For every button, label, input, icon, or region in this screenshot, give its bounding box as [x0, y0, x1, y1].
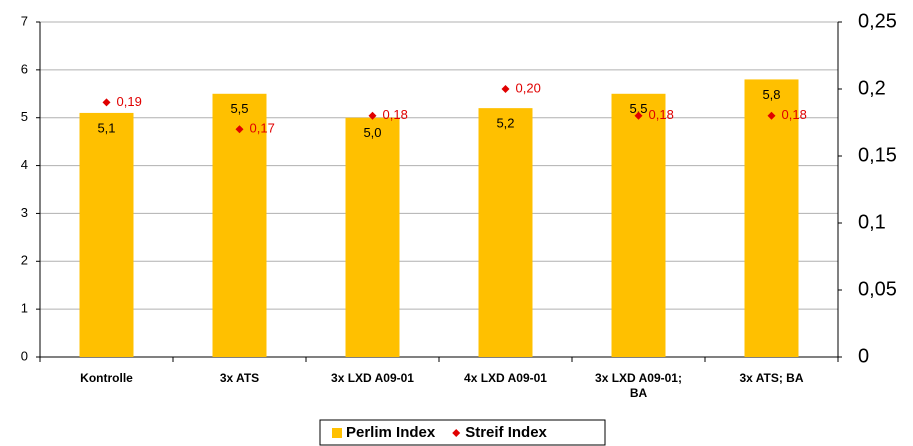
streif-marker [501, 85, 510, 93]
y2-tick-label: 0,25 [858, 10, 897, 32]
value-label: 5,2 [496, 116, 514, 131]
bar [744, 79, 799, 357]
legend-swatch [332, 428, 342, 438]
y2-tick-label: 0,1 [858, 211, 886, 233]
legend-swatch [452, 429, 461, 437]
y-tick-label: 7 [21, 13, 28, 28]
value-label: 0,19 [117, 94, 142, 109]
y-tick-label: 6 [21, 61, 28, 76]
streif-marker [102, 98, 111, 107]
bar [478, 108, 533, 358]
value-label: 5,5 [230, 101, 248, 116]
legend-label: Perlim Index [346, 424, 436, 441]
x-tick-label: 3x LXD A09-01; BA [595, 371, 682, 400]
y-tick-label: 1 [21, 301, 28, 316]
bar [345, 117, 400, 357]
value-label: 0,18 [383, 107, 408, 122]
legend-box [319, 419, 606, 446]
bar [79, 112, 134, 357]
y-tick-label: 4 [21, 157, 28, 172]
y2-tick-label: 0,05 [858, 278, 897, 300]
value-label: 0,18 [649, 107, 674, 122]
y2-tick-label: 0,2 [858, 77, 886, 99]
x-tick-label: Kontrolle [80, 371, 133, 385]
bar [611, 93, 666, 358]
value-label: 5,8 [762, 87, 780, 102]
x-tick-label: 3x ATS [219, 371, 260, 385]
y2-tick-label: 0 [858, 345, 869, 367]
streif-marker [767, 111, 776, 120]
y2-tick-label: 0,15 [858, 144, 897, 166]
value-label: 0,17 [250, 121, 275, 136]
value-label: 5,0 [363, 125, 381, 140]
y-tick-label: 3 [21, 205, 28, 220]
streif-marker [235, 125, 244, 134]
value-label: 5,5 [629, 101, 647, 116]
x-tick-label: 4x LXD A09-01 [464, 371, 547, 385]
y-tick-label: 5 [21, 109, 28, 124]
streif-marker [368, 111, 377, 120]
legend-label: Streif Index [465, 424, 547, 441]
x-tick-label: 3x LXD A09-01 [331, 371, 414, 385]
value-label: 0,20 [516, 80, 541, 95]
x-tick-label: 3x ATS; BA [739, 371, 804, 385]
value-label: 0,18 [782, 107, 807, 122]
bar [212, 93, 267, 358]
streif-marker [634, 111, 643, 120]
value-label: 5,1 [97, 120, 115, 135]
y-tick-label: 2 [21, 253, 28, 268]
y-tick-label: 0 [21, 348, 28, 363]
